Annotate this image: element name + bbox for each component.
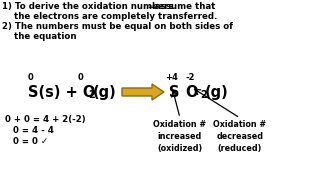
Text: 0 = 0 ✓: 0 = 0 ✓	[13, 137, 48, 146]
Text: 1) To derive the oxidation numbers: 1) To derive the oxidation numbers	[2, 2, 174, 11]
Text: 0: 0	[28, 73, 34, 82]
Text: -2: -2	[185, 73, 195, 82]
FancyArrow shape	[122, 84, 164, 100]
Text: ⇒: ⇒	[147, 2, 156, 12]
Text: O: O	[185, 85, 197, 100]
Text: the electrons are completely transferred.: the electrons are completely transferred…	[2, 12, 217, 21]
Text: 0: 0	[77, 73, 83, 82]
Text: the equation: the equation	[2, 32, 76, 41]
Text: +4: +4	[165, 73, 179, 82]
Text: 0 + 0 = 4 + 2(-2): 0 + 0 = 4 + 2(-2)	[5, 115, 86, 124]
Text: 2: 2	[88, 90, 95, 100]
Text: S(s) + O: S(s) + O	[28, 85, 95, 100]
Text: (g): (g)	[205, 85, 229, 100]
Text: Oxidation #
increased
(oxidized): Oxidation # increased (oxidized)	[153, 120, 207, 153]
Text: (g): (g)	[93, 85, 117, 100]
Text: 0 = 4 - 4: 0 = 4 - 4	[13, 126, 54, 135]
Text: assume that: assume that	[155, 2, 215, 11]
Text: Oxidation #
decreased
(reduced): Oxidation # decreased (reduced)	[213, 120, 267, 153]
Text: 2: 2	[200, 90, 207, 100]
Text: 2) The numbers must be equal on both sides of: 2) The numbers must be equal on both sid…	[2, 22, 233, 31]
Text: S: S	[169, 85, 180, 100]
